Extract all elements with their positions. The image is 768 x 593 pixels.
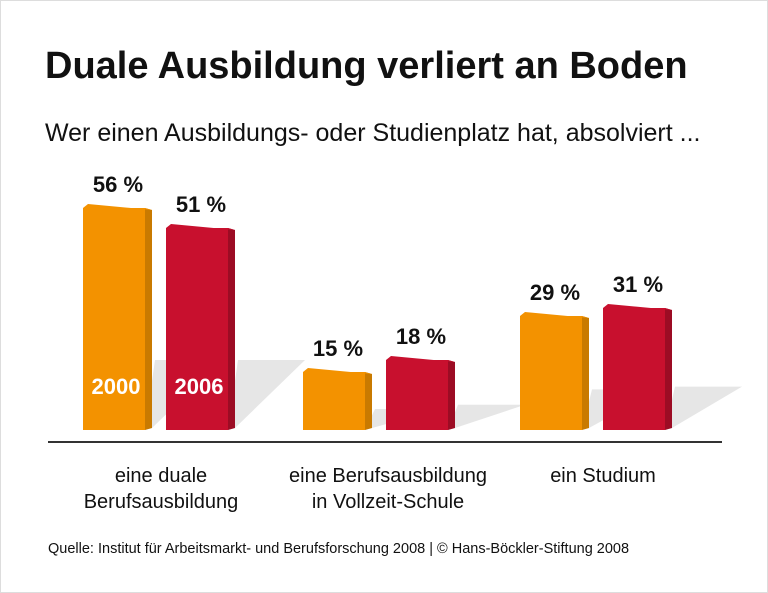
bar-2000-1 — [303, 372, 365, 430]
category-label-line: ein Studium — [550, 465, 656, 487]
data-label: 31 % — [613, 272, 663, 297]
bar-2006-2 — [603, 308, 665, 430]
bar-side — [448, 360, 455, 430]
bar-shadow — [365, 409, 442, 430]
bar-shadow — [665, 386, 742, 430]
bar-top — [303, 368, 372, 374]
category-label-line: eine duale — [114, 465, 208, 487]
data-label: 51 % — [176, 192, 226, 217]
bar-2006-1 — [386, 360, 448, 430]
bar-shadow — [448, 404, 525, 430]
data-label: 18 % — [396, 324, 446, 349]
category-label-line: eine Berufsausbildung — [289, 465, 487, 487]
data-label: 29 % — [530, 280, 580, 305]
data-label: 56 % — [93, 172, 143, 197]
bar-2000-2 — [520, 316, 582, 430]
legend-label-2006: 2006 — [175, 374, 224, 399]
bar-top — [166, 224, 235, 230]
bar-shadow — [228, 360, 305, 430]
data-label: 15 % — [313, 336, 363, 361]
bar-2006-0 — [166, 228, 228, 430]
bar-2000-0 — [83, 208, 145, 430]
category-label: eine duale Berufsausbildung — [31, 463, 291, 515]
bar-side — [365, 372, 372, 430]
source-note: Quelle: Institut für Arbeitsmarkt- und B… — [48, 541, 630, 557]
category-label: ein Studium — [473, 463, 733, 489]
bar-side — [582, 316, 589, 430]
bar-side — [145, 208, 152, 430]
bar-side — [228, 228, 235, 430]
bar-top — [386, 356, 455, 362]
category-label: eine Berufsausbildung in Vollzeit-Schule — [258, 463, 518, 515]
category-label-line: in Vollzeit-Schule — [311, 491, 465, 513]
category-label-line: Berufsausbildung — [83, 491, 239, 513]
chart-subtitle: Wer einen Ausbildungs- oder Studienplatz… — [45, 119, 701, 147]
bar-top — [83, 204, 152, 210]
bar-top — [603, 304, 672, 310]
legend-label-2000: 2000 — [92, 374, 141, 399]
chart-title: Duale Ausbildung verliert an Boden — [45, 45, 688, 87]
bar-top — [520, 312, 589, 318]
bar-side — [665, 308, 672, 430]
